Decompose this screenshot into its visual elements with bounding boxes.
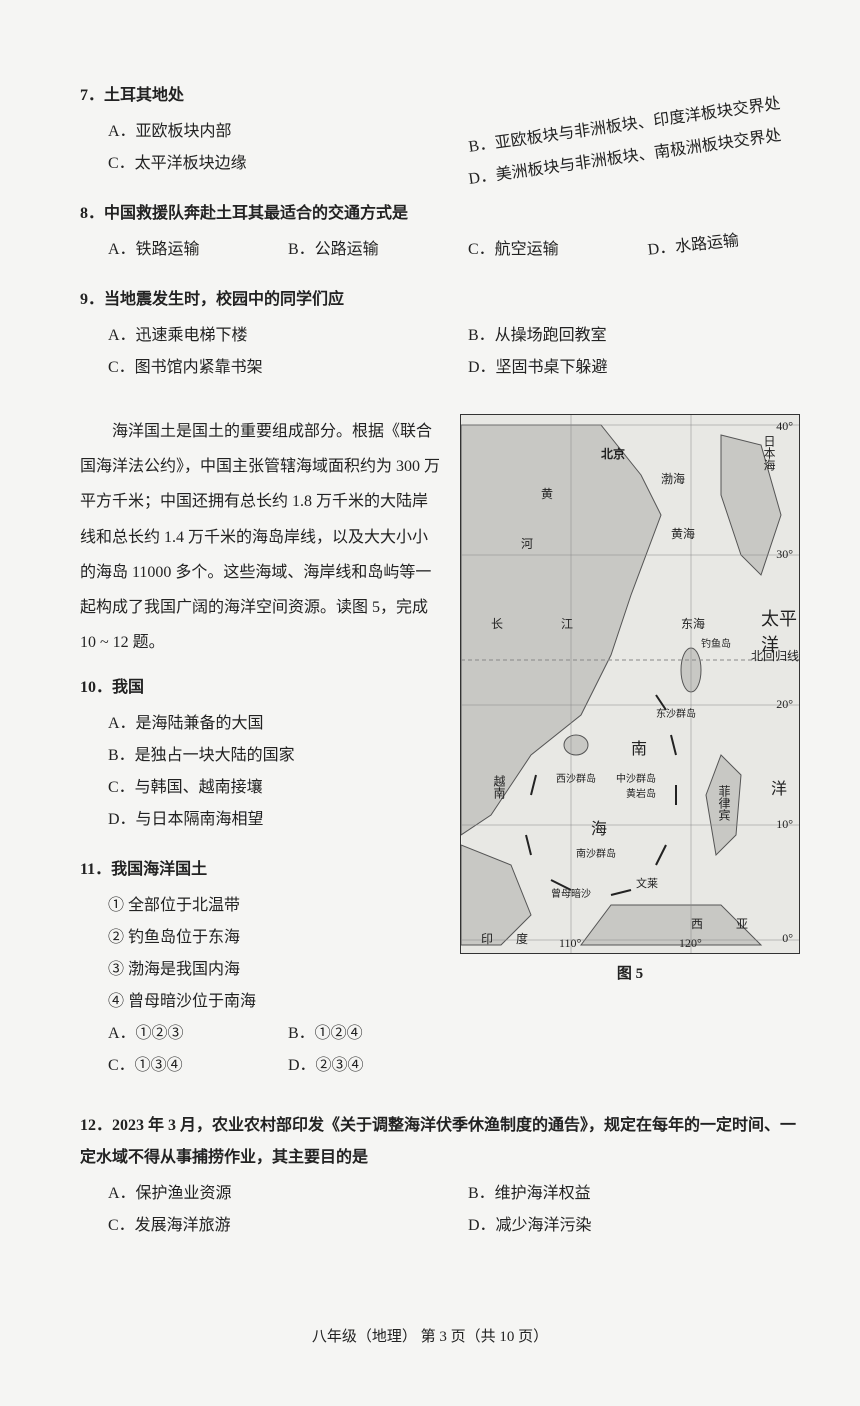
q12-stem: 12．2023 年 3 月，农业农村部印发《关于调整海洋伏季休渔制度的通告》，规… — [80, 1110, 800, 1174]
q7-options: A．亚欧板块内部 B．亚欧板块与非洲板块、印度洋板块交界处 C．太平洋板块边缘 … — [80, 116, 800, 180]
q10-option-a: A．是海陆兼备的大国 — [80, 708, 440, 740]
q7-option-c: C．太平洋板块边缘 — [80, 148, 440, 180]
q10-options: A．是海陆兼备的大国 B．是独占一块大陆的国家 C．与韩国、越南接壤 D．与日本… — [80, 708, 440, 836]
question-10: 10．我国 A．是海陆兼备的大国 B．是独占一块大陆的国家 C．与韩国、越南接壤… — [80, 672, 440, 836]
question-12: 12．2023 年 3 月，农业农村部印发《关于调整海洋伏季休渔制度的通告》，规… — [80, 1110, 800, 1242]
map-feilu: 菲律宾 — [716, 785, 733, 821]
map-lat0: 0° — [782, 931, 793, 946]
q10-option-b: B．是独占一块大陆的国家 — [80, 740, 440, 772]
q12-option-c: C．发展海洋旅游 — [80, 1210, 440, 1242]
q8-stem: 8．中国救援队奔赴土耳其最适合的交通方式是 — [80, 198, 800, 230]
q11-s2: ② 钓鱼岛位于东海 — [80, 922, 440, 954]
map-lat30: 30° — [776, 547, 793, 562]
q10-option-d: D．与日本隔南海相望 — [80, 804, 440, 836]
question-9: 9．当地震发生时，校园中的同学们应 A．迅速乘电梯下楼 B．从操场跑回教室 C．… — [80, 284, 800, 384]
map-bohai: 渤海 — [661, 470, 685, 487]
map-lon110: 110° — [559, 936, 581, 951]
map-nansha: 南沙群岛 — [576, 845, 616, 860]
q11-stem: 11．我国海洋国土 — [80, 854, 440, 886]
q8-options: A．铁路运输 B．公路运输 C．航空运输 D．水路运输 — [80, 234, 800, 266]
map-svg — [461, 415, 800, 954]
map-huangyan: 黄岩岛 — [626, 785, 656, 800]
q11-statements: ① 全部位于北温带 ② 钓鱼岛位于东海 ③ 渤海是我国内海 ④ 曾母暗沙位于南海 — [80, 890, 440, 1018]
q9-option-b: B．从操场跑回教室 — [440, 320, 800, 352]
map-zengmu: 曾母暗沙 — [551, 885, 591, 900]
q9-option-a: A．迅速乘电梯下楼 — [80, 320, 440, 352]
q10-option-c: C．与韩国、越南接壤 — [80, 772, 440, 804]
map-wenlai: 文莱 — [636, 875, 658, 891]
q11-s1: ① 全部位于北温带 — [80, 890, 440, 922]
map-donghai: 东海 — [681, 615, 705, 632]
q11-option-d: D．②③④ — [260, 1050, 440, 1082]
passage-text: 海洋国土是国土的重要组成部分。根据《联合国海洋法公约》，中国主张管辖海域面积约为… — [80, 414, 440, 660]
q12-option-b: B．维护海洋权益 — [440, 1178, 800, 1210]
map-lat20: 20° — [776, 697, 793, 712]
map-riben: 日本海 — [761, 435, 778, 471]
map-tai: 太平洋 — [761, 605, 799, 657]
map-xi: 西 — [691, 915, 703, 932]
q9-option-c: C．图书馆内紧靠书架 — [80, 352, 440, 384]
q8-option-b: B．公路运输 — [260, 234, 440, 266]
map-jiang: 江 — [561, 615, 573, 632]
q11-s4: ④ 曾母暗沙位于南海 — [80, 986, 440, 1018]
q11-s3: ③ 渤海是我国内海 — [80, 954, 440, 986]
q8-option-a: A．铁路运输 — [80, 234, 260, 266]
map-yin: 印 — [481, 930, 493, 947]
passage-right: 40° 30° 20° 10° 0° 110° 120° 北京 黄 河 长 江 … — [460, 414, 800, 1100]
map-he: 河 — [521, 535, 533, 552]
q10-stem: 10．我国 — [80, 672, 440, 704]
map-nan: 南 — [631, 735, 647, 759]
map-yuenan: 越南 — [491, 775, 508, 799]
q11-option-b: B．①②④ — [260, 1018, 440, 1050]
q12-option-d: D．减少海洋污染 — [440, 1210, 800, 1242]
map-dongsha: 东沙群岛 — [656, 705, 696, 720]
map-du: 度 — [516, 930, 528, 947]
map-zhongsha: 中沙群岛 — [616, 770, 656, 785]
question-7: 7．土耳其地处 A．亚欧板块内部 B．亚欧板块与非洲板块、印度洋板块交界处 C．… — [80, 80, 800, 180]
q9-option-d: D．坚固书桌下躲避 — [440, 352, 800, 384]
map-yang: 洋 — [771, 775, 787, 799]
passage-section: 海洋国土是国土的重要组成部分。根据《联合国海洋法公约》，中国主张管辖海域面积约为… — [80, 414, 800, 1100]
q9-stem: 9．当地震发生时，校园中的同学们应 — [80, 284, 800, 316]
question-8: 8．中国救援队奔赴土耳其最适合的交通方式是 A．铁路运输 B．公路运输 C．航空… — [80, 198, 800, 266]
question-11: 11．我国海洋国土 ① 全部位于北温带 ② 钓鱼岛位于东海 ③ 渤海是我国内海 … — [80, 854, 440, 1082]
q8-option-d: D．水路运输 — [620, 234, 800, 266]
map-diaoyu: 钓鱼岛 — [701, 635, 731, 650]
map-caption: 图 5 — [460, 962, 800, 983]
passage-left: 海洋国土是国土的重要组成部分。根据《联合国海洋法公约》，中国主张管辖海域面积约为… — [80, 414, 440, 1100]
map-huanghe: 黄 — [541, 485, 553, 502]
q12-option-a: A．保护渔业资源 — [80, 1178, 440, 1210]
map-beijing: 北京 — [601, 445, 625, 462]
q8-option-c: C．航空运输 — [440, 234, 620, 266]
q11-option-a: A．①②③ — [80, 1018, 260, 1050]
q9-options: A．迅速乘电梯下楼 B．从操场跑回教室 C．图书馆内紧靠书架 D．坚固书桌下躲避 — [80, 320, 800, 384]
page-footer: 八年级（地理） 第 3 页（共 10 页） — [0, 1325, 860, 1346]
map-hai2: 海 — [591, 815, 607, 839]
map-figure: 40° 30° 20° 10° 0° 110° 120° 北京 黄 河 长 江 … — [460, 414, 800, 954]
q7-option-a: A．亚欧板块内部 — [80, 116, 440, 148]
map-ya: 亚 — [736, 915, 748, 932]
q12-options: A．保护渔业资源 B．维护海洋权益 C．发展海洋旅游 D．减少海洋污染 — [80, 1178, 800, 1242]
map-lat40: 40° — [776, 419, 793, 434]
map-lon120: 120° — [679, 936, 702, 951]
q11-options: A．①②③ B．①②④ C．①③④ D．②③④ — [80, 1018, 440, 1082]
q11-option-c: C．①③④ — [80, 1050, 260, 1082]
map-huanghai: 黄海 — [671, 525, 695, 542]
map-xisha: 西沙群岛 — [556, 770, 596, 785]
map-chang: 长 — [491, 615, 503, 632]
map-lat10: 10° — [776, 817, 793, 832]
